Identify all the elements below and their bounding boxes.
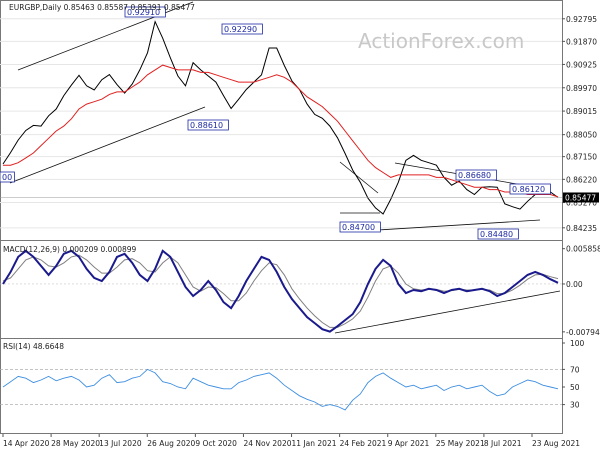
level-annotation-box — [221, 23, 263, 35]
level-annotation-box — [124, 6, 166, 18]
moving-average-line — [3, 64, 559, 198]
price-tick-label: 0.90925 — [566, 60, 597, 69]
rsi-tick-label: 30 — [570, 401, 580, 410]
x-tick-label: 8 Jul 2021 — [484, 439, 522, 448]
level-annotation-label: 0.86120 — [512, 185, 545, 194]
chart-title: EURGBP,Daily 0.85463 0.85587 0.85391 0.8… — [9, 3, 195, 12]
rsi-line — [2, 368, 559, 411]
x-axis: 14 Apr 2020 28 May 2020 13 Jul 2020 26 Aug … — [2, 434, 580, 448]
level-annotation-box — [477, 228, 519, 240]
level-annotation-label: 0.92290 — [224, 25, 257, 34]
macd-trend-line — [334, 290, 561, 334]
x-tick-label: 26 Aug 2020 — [147, 439, 195, 448]
level-annotation-label: 0.92910 — [127, 8, 160, 17]
rsi-tick-label: 50 — [570, 383, 580, 392]
price-tick-label: 0.86220 — [566, 175, 597, 184]
rsi-panel-frame — [0, 338, 563, 434]
price-tick-label: 0.92795 — [566, 15, 597, 24]
macd-label: MACD(12,26,9) 0.000209 0.000899 — [3, 245, 137, 254]
x-tick-label: 28 May 2020 — [51, 439, 100, 448]
x-tick-label: 9 Apr 2021 — [388, 439, 430, 448]
last-price-label: 0.85477 — [565, 193, 596, 202]
rsi-axis: 100 70 50 30 — [0, 339, 585, 410]
last-price-box — [563, 192, 599, 203]
level-annotation-label: 0.84700 — [342, 223, 375, 232]
trend-line — [9, 106, 206, 184]
trend-line — [377, 219, 541, 231]
macd-axis: 0.005858 0.00 -0.007945 — [0, 245, 600, 337]
price-tick-label: 0.87150 — [566, 153, 597, 162]
x-tick-label: 14 Apr 2020 — [3, 439, 50, 448]
trend-line — [339, 161, 379, 194]
watermark: ActionForex.com — [358, 29, 524, 53]
x-tick-label: 11 Jan 2021 — [292, 439, 337, 448]
level-annotation-label: 0.86680 — [458, 171, 491, 180]
price-tick-label: 0.88050 — [566, 131, 597, 140]
x-tick-label: 24 Feb 2021 — [340, 439, 387, 448]
x-tick-label: 9 Oct 2020 — [195, 439, 237, 448]
rsi-tick-label: 70 — [570, 365, 580, 374]
x-tick-label: 23 Aug 2021 — [532, 439, 580, 448]
level-annotation-box — [187, 119, 229, 131]
level-annotation-box — [455, 169, 497, 181]
price-tick-label: 0.85270 — [566, 199, 597, 208]
price-tick-label: 0.89970 — [566, 84, 597, 93]
macd-tick-label: 0.00 — [566, 280, 583, 289]
level-annotation-label: 0.84480 — [480, 230, 513, 239]
level-annotation-box — [339, 221, 381, 233]
macd-line — [2, 249, 559, 333]
price-line — [2, 20, 559, 215]
annotations: 0.92910 0.92290 0.88610 0.84700 0.86680 0.861… — [0, 6, 551, 240]
price-tick-label: 0.91870 — [566, 37, 597, 46]
price-grid — [0, 18, 562, 229]
rsi-tick-label: 100 — [570, 339, 585, 348]
x-tick-label: 13 Jul 2020 — [99, 439, 142, 448]
price-tick-label: 0.89015 — [566, 107, 597, 116]
price-tick-label: 0.84235 — [566, 224, 597, 233]
x-tick-label: 24 Nov 2020 — [243, 439, 291, 448]
rsi-label: RSI(14) 48.6648 — [3, 342, 64, 351]
level-annotation-box — [509, 183, 551, 195]
level-annotation-label: 0.88610 — [190, 121, 223, 130]
price-axis: 0.92795 0.91870 0.90925 0.89970 0.89015 0.880… — [562, 15, 599, 233]
level-annotation-label: 00 — [2, 173, 12, 182]
macd-tick-label: -0.007945 — [566, 328, 600, 337]
series-layer — [0, 20, 562, 411]
level-annotation-box — [0, 171, 15, 183]
macd-tick-label: 0.005858 — [566, 245, 600, 254]
x-tick-label: 25 May 2021 — [436, 439, 485, 448]
